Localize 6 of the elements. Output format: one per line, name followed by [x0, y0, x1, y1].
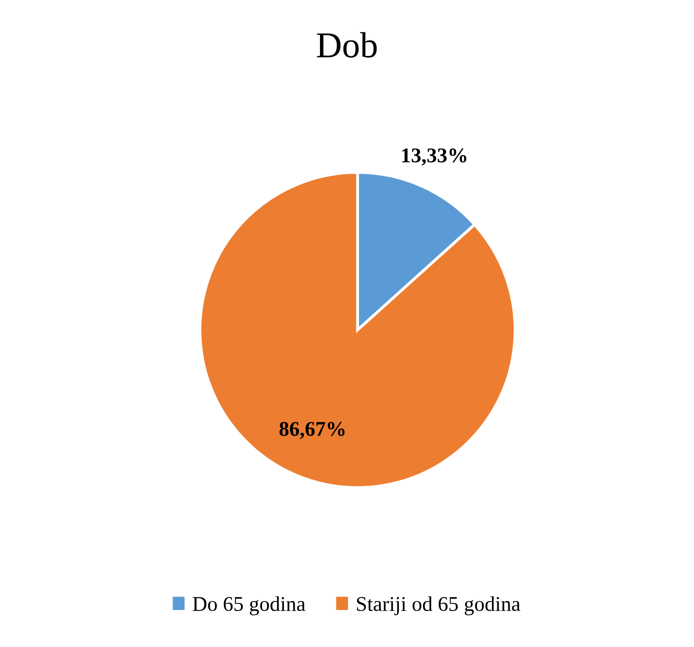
legend-label: Stariji od 65 godina: [357, 596, 520, 616]
pie-slice: [198, 171, 516, 489]
data-label: 86,67%: [279, 422, 345, 440]
chart-title: Dob: [316, 32, 377, 58]
data-label: 13,33%: [402, 148, 466, 166]
legend-label: Do 65 godina: [192, 596, 306, 616]
